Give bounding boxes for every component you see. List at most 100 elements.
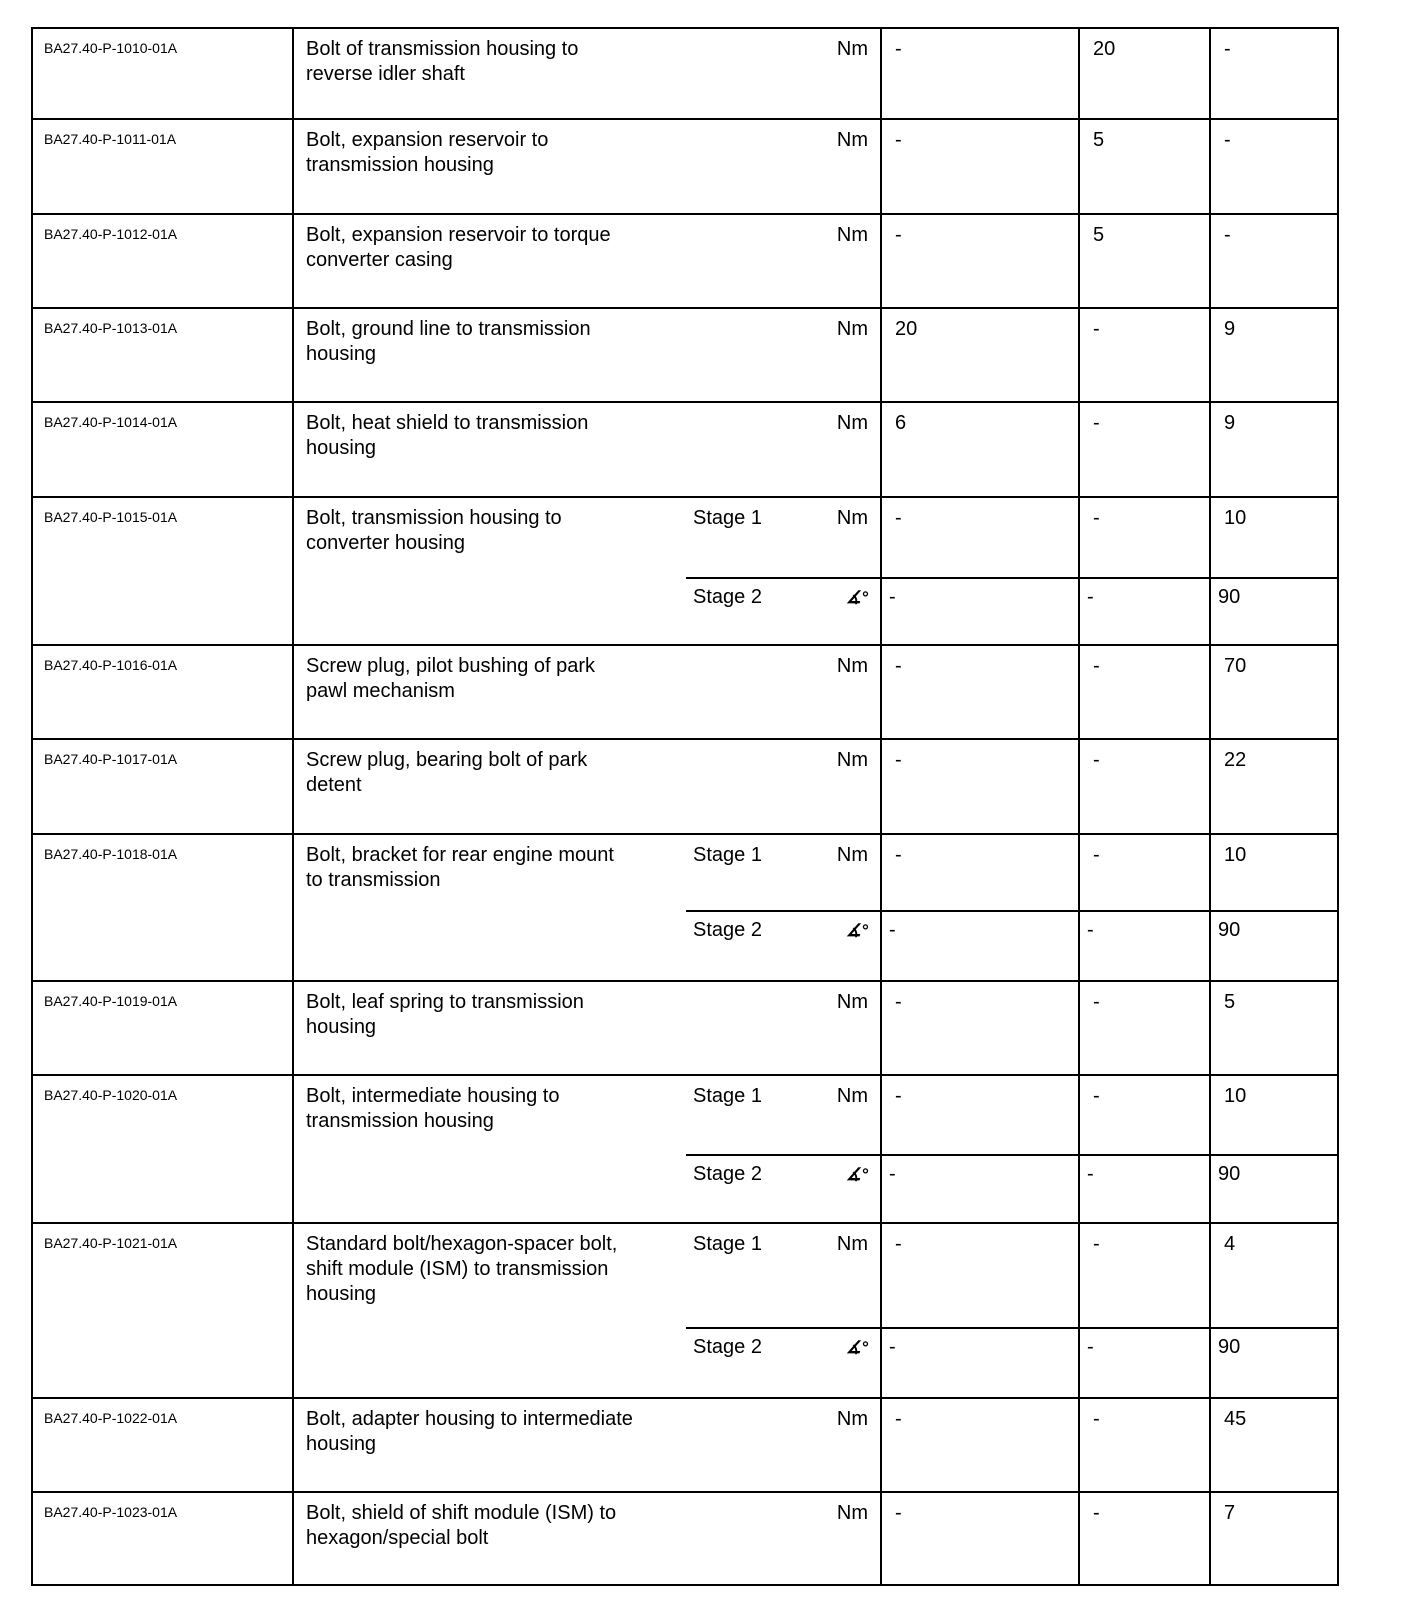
row-divider xyxy=(31,833,1339,835)
column-divider xyxy=(1078,27,1080,1586)
unit-label: Nm xyxy=(836,129,868,151)
row-divider xyxy=(31,496,1339,498)
stage-divider xyxy=(686,577,1339,579)
column-divider xyxy=(292,27,294,1586)
stage-divider xyxy=(686,910,1339,912)
torque-value: - xyxy=(1093,1233,1100,1255)
stage-label: Stage 1 xyxy=(693,507,762,529)
torque-value: 5 xyxy=(1093,224,1105,246)
unit-label: Nm xyxy=(836,844,868,866)
torque-value: 5 xyxy=(1224,991,1236,1013)
torque-value: - xyxy=(895,1502,902,1524)
angle-degree-icon: ∡° xyxy=(845,1338,868,1357)
torque-value: - xyxy=(895,991,902,1013)
torque-value: - xyxy=(1093,412,1100,434)
torque-value: - xyxy=(889,1336,896,1358)
part-id: BA27.40-P-1018-01A xyxy=(44,846,178,862)
torque-value: - xyxy=(895,1408,902,1430)
torque-value: - xyxy=(895,1085,902,1107)
torque-value: 20 xyxy=(1093,38,1116,60)
part-description: Bolt, intermediate housing to transmissi… xyxy=(306,1085,560,1132)
unit-label: Nm xyxy=(836,1408,868,1430)
part-id: BA27.40-P-1023-01A xyxy=(44,1504,178,1520)
torque-value: 70 xyxy=(1224,655,1247,677)
row-divider xyxy=(31,307,1339,309)
part-description: Bolt of transmission housing to reverse … xyxy=(306,38,579,85)
torque-value: - xyxy=(1093,1502,1100,1524)
torque-value: 9 xyxy=(1224,412,1236,434)
torque-value: 9 xyxy=(1224,318,1236,340)
torque-value: - xyxy=(895,224,902,246)
part-description: Screw plug, bearing bolt of park detent xyxy=(306,749,588,796)
part-id: BA27.40-P-1014-01A xyxy=(44,414,178,430)
torque-value: - xyxy=(1093,1085,1100,1107)
unit-label: Nm xyxy=(836,38,868,60)
torque-value: - xyxy=(1093,318,1100,340)
torque-value: - xyxy=(1093,655,1100,677)
unit-label: Nm xyxy=(836,318,868,340)
torque-value: - xyxy=(889,1163,896,1185)
part-description: Bolt, shield of shift module (ISM) to he… xyxy=(306,1502,617,1549)
column-divider xyxy=(880,27,882,1586)
part-description: Bolt, expansion reservoir to transmissio… xyxy=(306,129,549,176)
row-divider xyxy=(31,738,1339,740)
stage-divider xyxy=(686,1327,1339,1329)
row-divider xyxy=(31,644,1339,646)
torque-value: - xyxy=(889,919,896,941)
unit-label: Nm xyxy=(836,749,868,771)
torque-value: - xyxy=(1093,1408,1100,1430)
part-id: BA27.40-P-1012-01A xyxy=(44,226,178,242)
row-divider xyxy=(31,1397,1339,1399)
torque-value: - xyxy=(1087,919,1094,941)
row-divider xyxy=(31,118,1339,120)
part-id: BA27.40-P-1019-01A xyxy=(44,993,178,1009)
torque-value: - xyxy=(1224,224,1231,246)
part-id: BA27.40-P-1010-01A xyxy=(44,40,178,56)
part-description: Bolt, ground line to transmission housin… xyxy=(306,318,591,365)
torque-value: - xyxy=(895,844,902,866)
torque-value: - xyxy=(1224,129,1231,151)
torque-value: 10 xyxy=(1224,507,1247,529)
torque-value: 10 xyxy=(1224,1085,1247,1107)
torque-value: - xyxy=(895,129,902,151)
unit-label: Nm xyxy=(836,991,868,1013)
torque-value: 6 xyxy=(895,412,907,434)
torque-value: - xyxy=(1093,507,1100,529)
torque-value: 90 xyxy=(1218,919,1241,941)
torque-value: - xyxy=(895,655,902,677)
unit-label: Nm xyxy=(836,507,868,529)
row-divider xyxy=(31,213,1339,215)
stage-label: Stage 2 xyxy=(693,919,762,941)
torque-value: - xyxy=(1087,1163,1094,1185)
part-id: BA27.40-P-1016-01A xyxy=(44,657,178,673)
torque-spec-table: BA27.40-P-1010-01A Bolt of transmission h… xyxy=(31,27,1339,1586)
angle-degree-icon: ∡° xyxy=(845,588,868,607)
part-description: Bolt, adapter housing to intermediate ho… xyxy=(306,1408,633,1455)
part-id: BA27.40-P-1013-01A xyxy=(44,320,178,336)
torque-value: 4 xyxy=(1224,1233,1236,1255)
angle-degree-icon: ∡° xyxy=(845,1165,868,1184)
stage-label: Stage 1 xyxy=(693,1085,762,1107)
torque-value: 45 xyxy=(1224,1408,1247,1430)
part-description: Bolt, transmission housing to converter … xyxy=(306,507,562,554)
row-divider xyxy=(31,1222,1339,1224)
torque-value: - xyxy=(1093,991,1100,1013)
torque-value: - xyxy=(1224,38,1231,60)
torque-value: - xyxy=(895,507,902,529)
unit-label: Nm xyxy=(836,412,868,434)
torque-value: 7 xyxy=(1224,1502,1236,1524)
part-id: BA27.40-P-1022-01A xyxy=(44,1410,178,1426)
torque-value: - xyxy=(1093,749,1100,771)
part-description: Bolt, heat shield to transmission housin… xyxy=(306,412,589,459)
row-divider xyxy=(31,980,1339,982)
part-id: BA27.40-P-1011-01A xyxy=(44,131,177,147)
part-description: Bolt, bracket for rear engine mount to t… xyxy=(306,844,614,891)
torque-value: 90 xyxy=(1218,1163,1241,1185)
torque-value: - xyxy=(889,586,896,608)
part-description: Bolt, expansion reservoir to torque conv… xyxy=(306,224,611,271)
part-description: Bolt, leaf spring to transmission housin… xyxy=(306,991,584,1038)
stage-label: Stage 2 xyxy=(693,1163,762,1185)
unit-label: Nm xyxy=(836,224,868,246)
row-divider xyxy=(31,401,1339,403)
torque-value: - xyxy=(1087,586,1094,608)
